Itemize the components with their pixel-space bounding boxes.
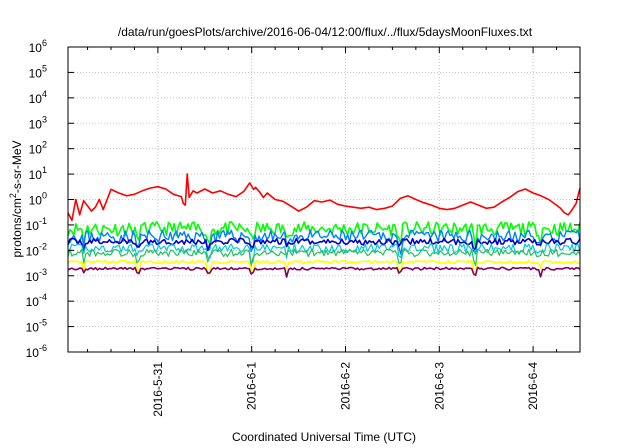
y-tick-label: 10-5	[26, 318, 47, 335]
y-axis-label: protons/cm2-s-sr-MeV	[8, 140, 24, 257]
series-line-6	[67, 248, 581, 267]
y-tick-label: 101	[29, 165, 47, 182]
y-tick-label: 10-1	[26, 216, 47, 233]
x-tick-label: 2016-6-2	[338, 362, 352, 410]
grid-lines	[68, 46, 580, 353]
y-tick-label: 10-4	[26, 292, 47, 309]
y-tick-label: 10-6	[26, 343, 47, 360]
chart-title: /data/run/goesPlots/archive/2016-06-04/1…	[118, 25, 533, 39]
x-tick-label: 2016-6-4	[526, 362, 540, 410]
x-tick-label: 2016-5-31	[151, 362, 165, 417]
series-line-5	[67, 243, 581, 264]
series-line-7	[67, 259, 581, 275]
y-tick-label: 105	[29, 63, 47, 80]
series-line-2	[67, 221, 581, 250]
y-tick-label: 10-3	[26, 267, 47, 284]
series-line-4	[67, 237, 581, 252]
x-axis-label: Coordinated Universal Time (UTC)	[232, 430, 416, 444]
y-tick-label: 102	[29, 140, 47, 157]
x-tick-label: 2016-6-3	[432, 362, 446, 410]
y-tick-label: 100	[29, 191, 47, 208]
y-tick-label: 104	[29, 89, 47, 106]
series-group	[67, 173, 581, 278]
y-tick-label: 10-2	[26, 241, 47, 258]
series-line-8	[67, 266, 581, 278]
x-tick-label: 2016-6-1	[245, 362, 259, 410]
y-tick-label: 106	[29, 38, 47, 55]
y-tick-label: 103	[29, 114, 47, 131]
series-line-1	[67, 173, 581, 222]
y-axis: 106 105 104 103 102 101 100 10-1 10-2 10-3 10-4 10-…	[26, 38, 580, 360]
x-axis: 2016-5-31 2016-6-1 2016-6-2 2016-6-3 2016-6-…	[87, 47, 558, 417]
